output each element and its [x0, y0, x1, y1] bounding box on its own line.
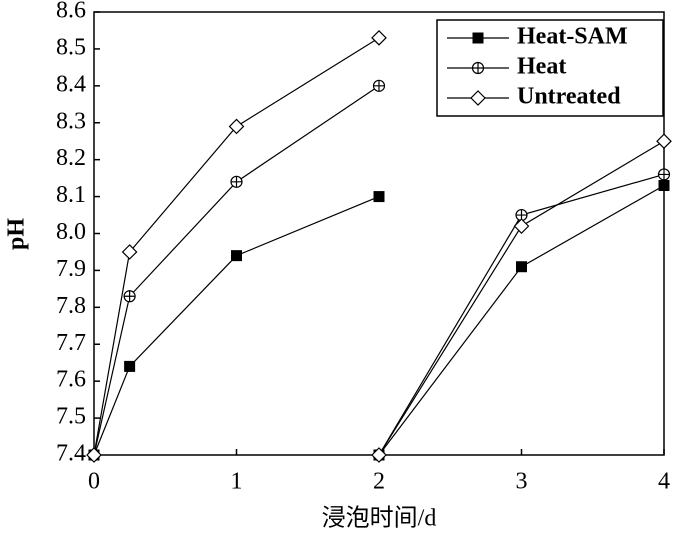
marker: [86, 447, 102, 463]
marker: [658, 180, 670, 192]
x-tick-label: 1: [231, 469, 243, 495]
marker: [471, 61, 485, 75]
y-tick-label: 7.7: [56, 330, 86, 356]
marker: [371, 447, 387, 463]
series-line: [93, 85, 665, 456]
marker: [373, 191, 385, 203]
y-tick-label: 8.3: [56, 108, 86, 134]
y-tick-label: 7.6: [56, 367, 86, 393]
legend-label: Heat-SAM: [517, 24, 628, 50]
x-tick-label: 0: [88, 469, 100, 495]
marker: [656, 133, 672, 150]
x-axis-label: 浸泡时间/d: [322, 505, 437, 532]
y-axis-label: pH: [4, 218, 30, 250]
y-tick-label: 8.1: [56, 182, 86, 208]
y-tick-label: 7.5: [56, 404, 86, 430]
x-tick-label: 2: [373, 469, 385, 495]
marker: [372, 79, 386, 92]
marker: [124, 360, 136, 372]
marker: [657, 168, 671, 181]
marker: [470, 90, 486, 106]
marker: [228, 118, 245, 135]
legend-label: Untreated: [517, 84, 621, 110]
y-tick-label: 8.4: [56, 71, 86, 97]
y-tick-label: 7.8: [56, 293, 86, 319]
marker: [516, 261, 527, 273]
marker: [371, 29, 387, 46]
y-tick-label: 7.4: [56, 441, 86, 467]
series-line: [93, 184, 665, 456]
marker: [231, 250, 242, 262]
y-tick-label: 8.2: [56, 145, 86, 171]
x-tick-label: 3: [516, 469, 528, 495]
marker: [123, 290, 136, 303]
marker: [472, 32, 484, 44]
y-tick-label: 8.0: [56, 219, 86, 245]
marker: [515, 209, 528, 222]
marker: [513, 218, 530, 234]
legend-label: Heat: [517, 54, 566, 80]
marker: [121, 244, 138, 260]
marker: [230, 175, 243, 188]
y-tick-label: 8.6: [56, 0, 86, 24]
y-tick-label: 8.5: [56, 34, 86, 60]
x-tick-label: 4: [658, 469, 670, 495]
y-tick-label: 7.9: [56, 256, 86, 282]
